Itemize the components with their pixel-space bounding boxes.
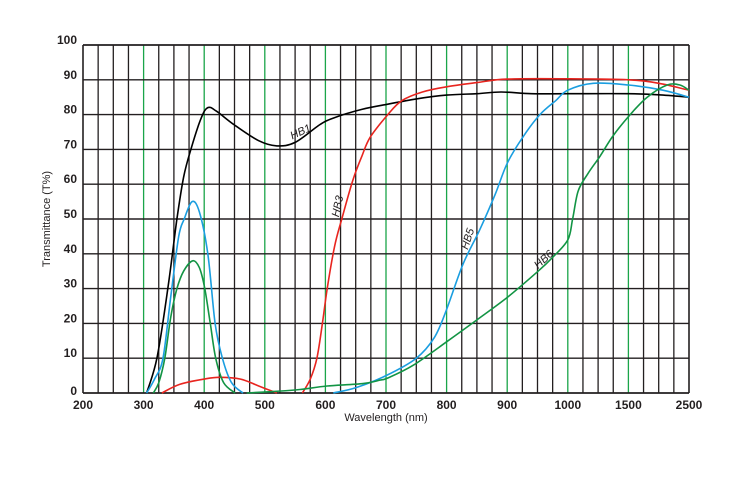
x-tick-label: 400	[194, 398, 214, 412]
y-tick-label: 70	[64, 137, 78, 151]
y-tick-label: 20	[64, 311, 78, 325]
y-tick-label: 90	[64, 68, 78, 82]
y-tick-label: 50	[64, 207, 78, 221]
x-tick-label: 700	[376, 398, 396, 412]
x-axis-title: Wavelength (nm)	[344, 412, 427, 424]
y-tick-label: 60	[64, 172, 78, 186]
y-axis-title: Transmittance (T%)	[41, 171, 53, 267]
x-tick-label: 200	[73, 398, 93, 412]
curve-hb3	[301, 77, 690, 394]
x-tick-label: 1000	[554, 398, 581, 412]
curve-hb3	[161, 376, 278, 394]
y-tick-label: 80	[64, 103, 78, 117]
x-tick-label: 2500	[676, 398, 703, 412]
y-tick-labels: 0 10 20 30 40 50 60 70 80 90 100	[57, 33, 77, 398]
x-tick-label: 1500	[615, 398, 642, 412]
x-tick-label: 300	[134, 398, 154, 412]
curve-hb1	[145, 91, 690, 394]
curve-hb5	[145, 200, 244, 394]
curve-hb5	[333, 82, 690, 394]
x-tick-labels: 200 300 400 500 600 700 800 900 1000 1500 2500	[73, 398, 703, 412]
x-tick-label: 800	[437, 398, 457, 412]
y-tick-label: 30	[64, 277, 78, 291]
grid	[82, 44, 690, 394]
curve-hb6	[152, 259, 236, 394]
y-tick-label: 40	[64, 242, 78, 256]
y-tick-label: 0	[70, 384, 77, 398]
x-tick-label: 900	[497, 398, 517, 412]
x-tick-label: 600	[315, 398, 335, 412]
curve-label-hb3: HB3	[330, 194, 346, 218]
x-tick-label: 500	[255, 398, 275, 412]
curves	[145, 77, 690, 394]
y-tick-label: 100	[57, 33, 77, 47]
y-tick-label: 10	[64, 346, 78, 360]
curve-hb6	[246, 83, 690, 394]
